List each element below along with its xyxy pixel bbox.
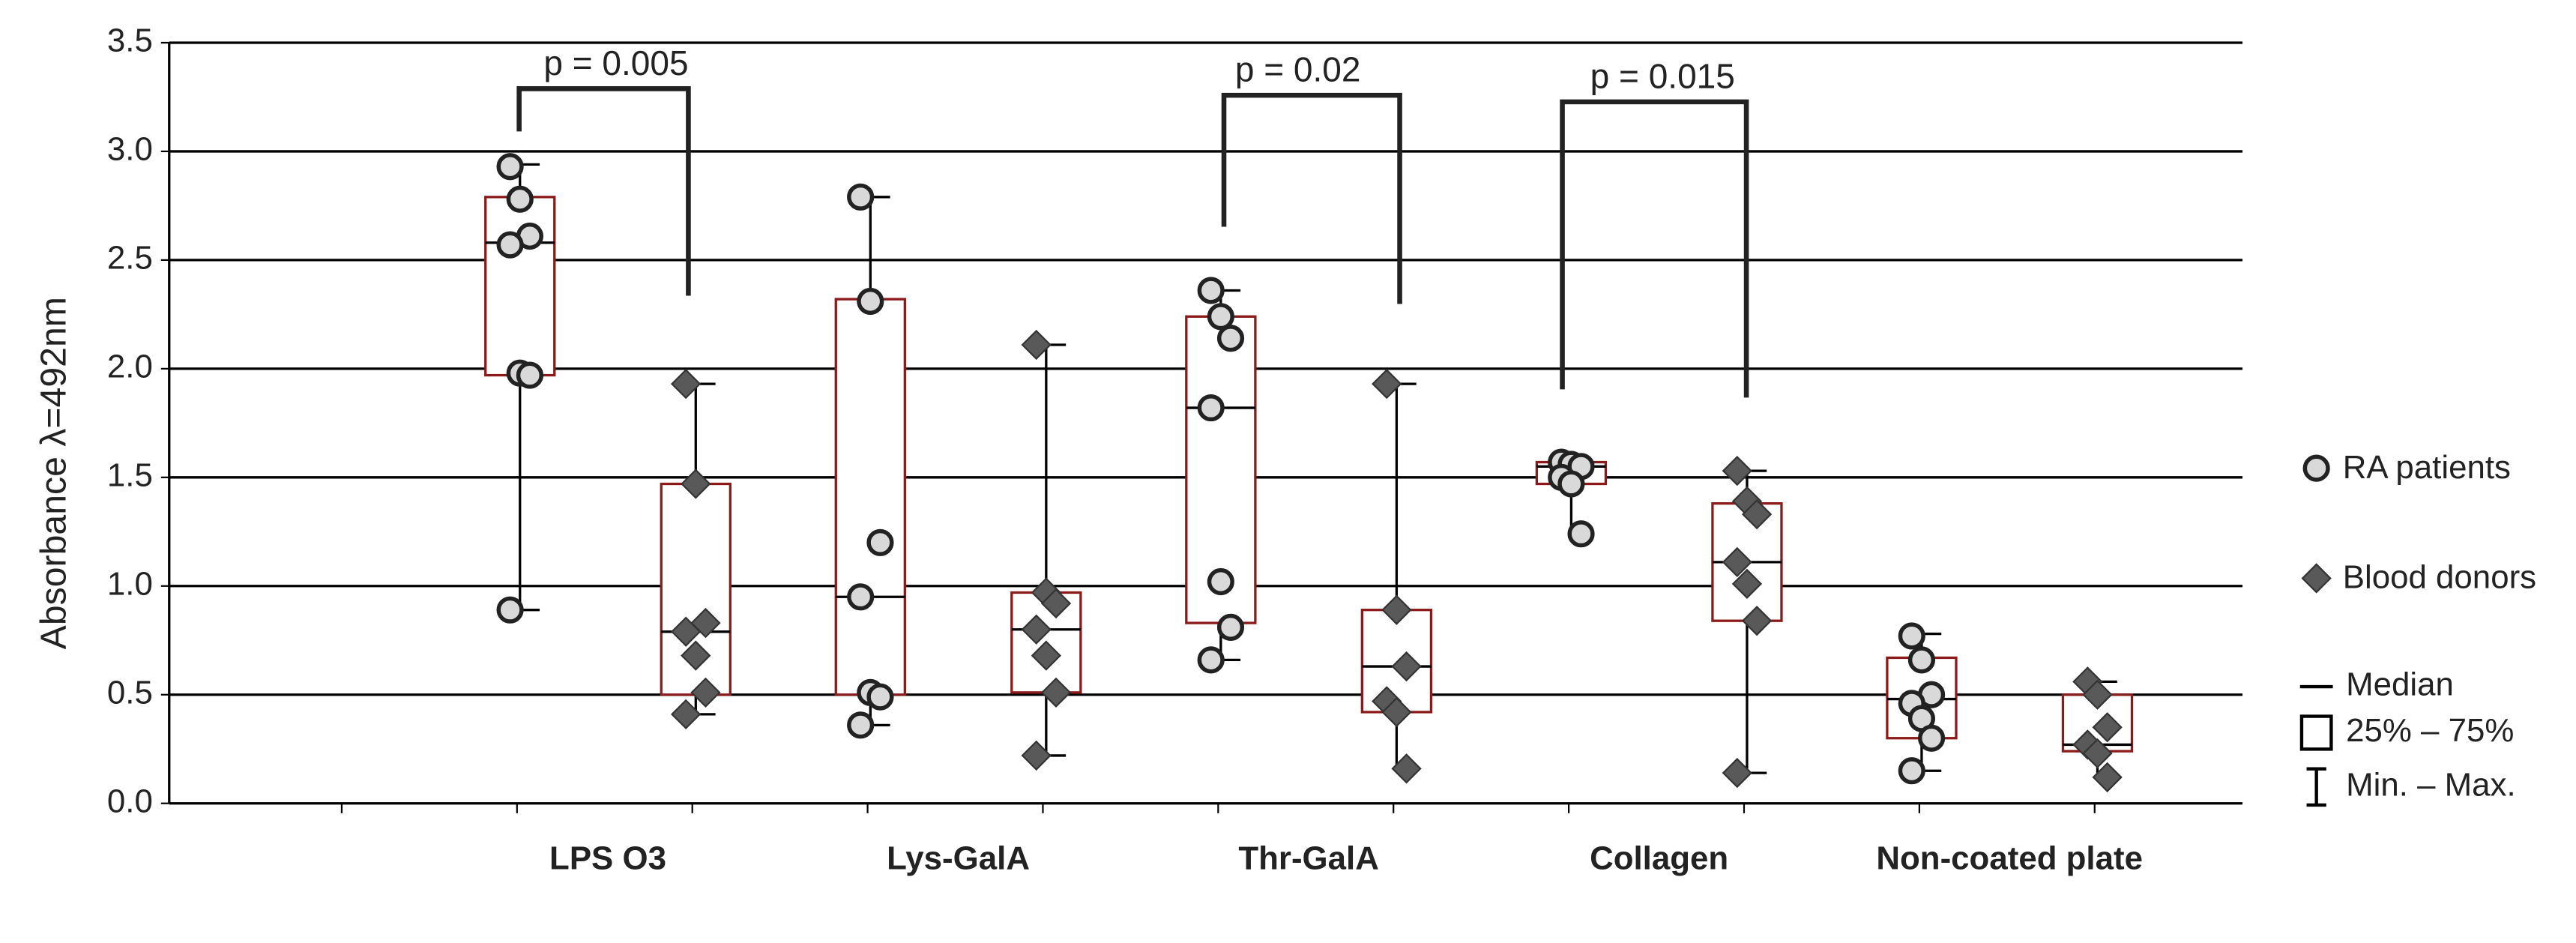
data-point [847, 183, 875, 211]
data-point [1391, 651, 1422, 682]
data-point [681, 640, 711, 671]
data-point [1722, 757, 1752, 789]
data-point [496, 596, 524, 624]
data-point [1898, 622, 1925, 650]
data-point [1216, 613, 1245, 641]
data-point [496, 153, 524, 181]
y-tick-label: 3.5 [107, 22, 153, 59]
box [484, 196, 556, 377]
x-tick-label-box: LPS O3 [549, 841, 666, 878]
data-point [1207, 567, 1234, 596]
data-point [866, 683, 894, 711]
y-tick-label: 3.0 [107, 131, 153, 168]
data-point [1040, 588, 1072, 619]
y-tick-label: 2.5 [107, 239, 153, 276]
data-point [847, 583, 875, 611]
x-tick-label-box: Collagen [1590, 841, 1729, 878]
data-point [1021, 740, 1052, 771]
y-tick-label: 1.5 [107, 457, 153, 493]
data-point [857, 287, 884, 316]
x-tick-label: Collagen [1590, 841, 1729, 878]
data-point [506, 185, 534, 213]
data-point [847, 711, 875, 739]
data-point [2092, 762, 2123, 793]
data-point [2092, 712, 2123, 743]
data-point [1907, 646, 1936, 674]
y-tick-label: 0.0 [107, 783, 153, 819]
data-point [1372, 369, 1402, 400]
data-point [670, 369, 702, 400]
y-tick-label: 1.0 [107, 565, 153, 602]
data-point [1207, 303, 1234, 331]
data-point [1197, 277, 1225, 304]
data-point [1741, 606, 1773, 636]
x-tick-label: Non-coated plate [1876, 841, 2144, 878]
significance-bracket [516, 86, 691, 296]
legend-whisker-icon [2306, 767, 2326, 807]
legend-label: RA patients [2342, 450, 2511, 486]
x-tick-label: LPS O3 [549, 841, 666, 878]
legend-label-box: RA patients [2342, 450, 2511, 486]
data-point [1197, 394, 1225, 422]
data-point [1216, 325, 1245, 352]
legend-label: Min. – Max. [2346, 766, 2516, 803]
data-point [1722, 455, 1752, 486]
data-point [1918, 724, 1946, 752]
legend-label: 25% – 75% [2346, 712, 2514, 749]
data-point [866, 528, 894, 556]
data-point [496, 231, 524, 259]
y-tick-label: 2.0 [107, 348, 153, 385]
legend-label: Blood donors [2342, 560, 2537, 597]
data-point [2302, 454, 2330, 482]
data-point [2082, 738, 2113, 769]
legend-label: Median [2346, 666, 2454, 703]
x-tick-label-box: Non-coated plate [1876, 841, 2144, 878]
significance-bracket [1221, 92, 1402, 304]
x-tick-label: Lys-GalA [887, 841, 1030, 878]
x-tick-label-box: Thr-GalA [1238, 841, 1379, 878]
significance-label: p = 0.015 [1590, 56, 1735, 95]
data-point [516, 361, 543, 389]
data-point [1021, 329, 1052, 361]
significance-label: p = 0.02 [1235, 50, 1361, 89]
data-point [1391, 753, 1422, 784]
data-point [1031, 640, 1061, 671]
data-point [670, 699, 702, 729]
data-point [1197, 646, 1225, 674]
legend-box-icon [2299, 714, 2333, 751]
data-point [1567, 520, 1595, 548]
data-point [681, 469, 711, 499]
data-point [670, 616, 702, 647]
data-point [690, 677, 721, 708]
data-point [1731, 568, 1763, 600]
data-point [1040, 677, 1072, 708]
data-point [1381, 696, 1412, 728]
y-tick-label: 0.5 [107, 674, 153, 711]
data-point [1898, 757, 1925, 785]
y-axis-title: Absorbance λ=492nm [33, 297, 73, 649]
x-tick-label: Thr-GalA [1238, 841, 1379, 878]
x-tick-label-box: Lys-GalA [887, 841, 1030, 878]
data-point [2301, 563, 2332, 594]
data-point [1741, 498, 1773, 530]
legend-label-box: Blood donors [2342, 560, 2537, 597]
data-point [2082, 679, 2113, 710]
significance-label: p = 0.005 [543, 43, 688, 82]
data-point [1722, 546, 1752, 578]
data-point [1381, 594, 1412, 625]
significance-bracket [1560, 99, 1749, 398]
data-point [1557, 470, 1585, 498]
data-point [1021, 614, 1052, 645]
box [834, 298, 906, 696]
